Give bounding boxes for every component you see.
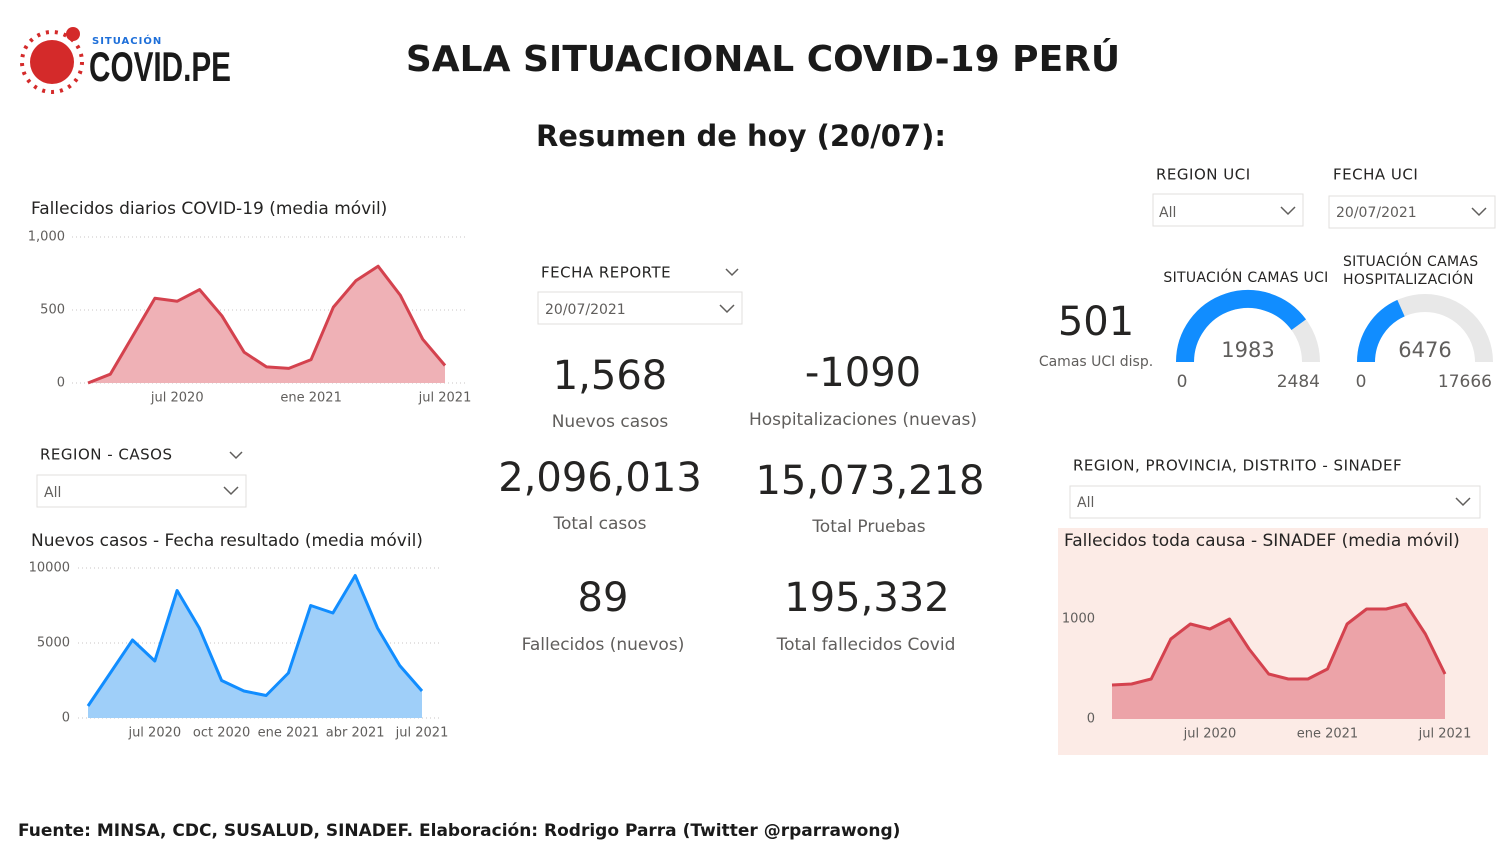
- x-tick-label: jul 2021: [395, 726, 449, 741]
- chevron: [725, 268, 739, 277]
- gauge-min: 0: [1177, 372, 1188, 392]
- chart-title: Fallecidos diarios COVID-19 (media móvil…: [31, 199, 387, 219]
- dropdown-value[interactable]: All: [1077, 495, 1094, 511]
- dropdown-box[interactable]: [1328, 195, 1496, 229]
- filter-label: FECHA UCI: [1333, 166, 1418, 184]
- gauge-title: SITUACIÓN CAMAS: [1343, 252, 1478, 270]
- area: [1112, 604, 1445, 719]
- chart-title: Fallecidos toda causa - SINADEF (media m…: [1064, 531, 1460, 551]
- gauge-title: SITUACIÓN CAMAS UCI: [1163, 268, 1328, 286]
- y-tick-label: 0: [57, 376, 65, 391]
- x-tick-label: ene 2021: [258, 726, 319, 741]
- kpi-value: 195,332: [784, 575, 949, 621]
- x-tick-label: abr 2021: [326, 726, 385, 741]
- logo-icon-spikes: [20, 30, 84, 94]
- footer: Fuente: MINSA, CDC, SUSALUD, SINADEF. El…: [18, 821, 900, 841]
- logo-icon: [30, 40, 74, 84]
- gauge-value-label: 1983: [1221, 338, 1274, 362]
- dropdown[interactable]: All: [1152, 193, 1304, 227]
- chart: Fallecidos toda causa - SINADEF (media m…: [1058, 528, 1488, 755]
- line: [87, 264, 447, 385]
- area: [88, 266, 445, 383]
- y-tick-label: 10000: [29, 561, 70, 576]
- y-tick-label: 500: [40, 303, 65, 318]
- dropdown-value[interactable]: All: [1159, 205, 1176, 221]
- chevron: [1280, 206, 1296, 216]
- kpi-label: Total casos: [553, 514, 647, 534]
- dropdown[interactable]: All: [36, 474, 247, 508]
- y-tick-label: 5000: [37, 636, 70, 651]
- chevron: [1455, 497, 1471, 507]
- kpi-label: Total fallecidos Covid: [776, 635, 956, 655]
- x-tick-label: jul 2020: [1183, 727, 1237, 742]
- dropdown-value[interactable]: 20/07/2021: [545, 302, 626, 318]
- gauge-max: 2484: [1277, 372, 1320, 392]
- dropdown[interactable]: All: [1069, 485, 1481, 519]
- logo-icon-small: [66, 27, 80, 41]
- dropdown-box[interactable]: [537, 291, 743, 325]
- dropdown-value[interactable]: All: [44, 485, 61, 501]
- x-tick-label: ene 2021: [280, 391, 341, 406]
- x-tick-label: jul 2021: [418, 391, 472, 406]
- page-subtitle: Resumen de hoy (20/07):: [536, 119, 946, 153]
- chart: Fallecidos diarios COVID-19 (media móvil…: [28, 199, 472, 406]
- x-tick-label: jul 2020: [127, 726, 181, 741]
- logo: SITUACIÓN COVID.PE: [20, 27, 231, 94]
- dropdown[interactable]: 20/07/2021: [537, 291, 743, 325]
- chart: Nuevos casos - Fecha resultado (media mó…: [29, 531, 449, 741]
- kpi-label: Fallecidos (nuevos): [522, 635, 685, 655]
- gauge-title: HOSPITALIZACIÓN: [1343, 270, 1474, 288]
- x-tick-label: jul 2021: [1418, 727, 1472, 742]
- dropdown[interactable]: 20/07/2021: [1328, 195, 1496, 229]
- x-tick-label: oct 2020: [193, 726, 250, 741]
- filter-label: REGION UCI: [1156, 166, 1251, 184]
- kpi-value: 501: [1058, 299, 1134, 345]
- logo-top: SITUACIÓN: [92, 34, 162, 47]
- kpi-label: Camas UCI disp.: [1039, 354, 1153, 370]
- gauge-value: [1357, 299, 1406, 363]
- kpi-value: 89: [578, 575, 629, 621]
- page-title: SALA SITUACIONAL COVID-19 PERÚ: [406, 38, 1120, 80]
- gauge-value-label: 6476: [1398, 338, 1451, 362]
- y-tick-label: 1000: [1062, 612, 1095, 627]
- chart-title: Nuevos casos - Fecha resultado (media mó…: [31, 531, 423, 551]
- y-tick-label: 0: [62, 711, 70, 726]
- x-tick-label: jul 2020: [150, 391, 204, 406]
- chevron: [1471, 207, 1487, 217]
- filter-label: FECHA REPORTE: [541, 264, 671, 282]
- dropdown-box[interactable]: [1069, 485, 1481, 519]
- y-tick-label: 1,000: [28, 230, 65, 245]
- kpi-label: Nuevos casos: [552, 412, 669, 432]
- kpi-value: 2,096,013: [498, 455, 702, 501]
- logo-main: COVID.PE: [89, 43, 231, 90]
- y-tick-label: 0: [1087, 712, 1095, 727]
- dropdown-value[interactable]: 20/07/2021: [1336, 205, 1417, 221]
- line: [1111, 602, 1447, 687]
- chevron: [223, 486, 239, 496]
- gauge-max: 17666: [1438, 372, 1492, 392]
- gauge-min: 0: [1356, 372, 1367, 392]
- filter-label: REGION, PROVINCIA, DISTRITO - SINADEF: [1073, 457, 1402, 475]
- kpi-value: -1090: [805, 350, 921, 396]
- chevron: [229, 451, 243, 460]
- filter-label: REGION - CASOS: [40, 446, 173, 464]
- kpi-label: Total Pruebas: [811, 517, 925, 537]
- dropdown-box[interactable]: [36, 474, 247, 508]
- chevron: [719, 304, 735, 314]
- x-tick-label: ene 2021: [1297, 727, 1358, 742]
- gauge-value: [1176, 290, 1307, 363]
- kpi-value: 1,568: [553, 353, 668, 399]
- line: [86, 574, 424, 707]
- dropdown-box[interactable]: [1152, 193, 1304, 227]
- kpi-label: Hospitalizaciones (nuevas): [749, 410, 977, 430]
- kpi-value: 15,073,218: [755, 458, 984, 504]
